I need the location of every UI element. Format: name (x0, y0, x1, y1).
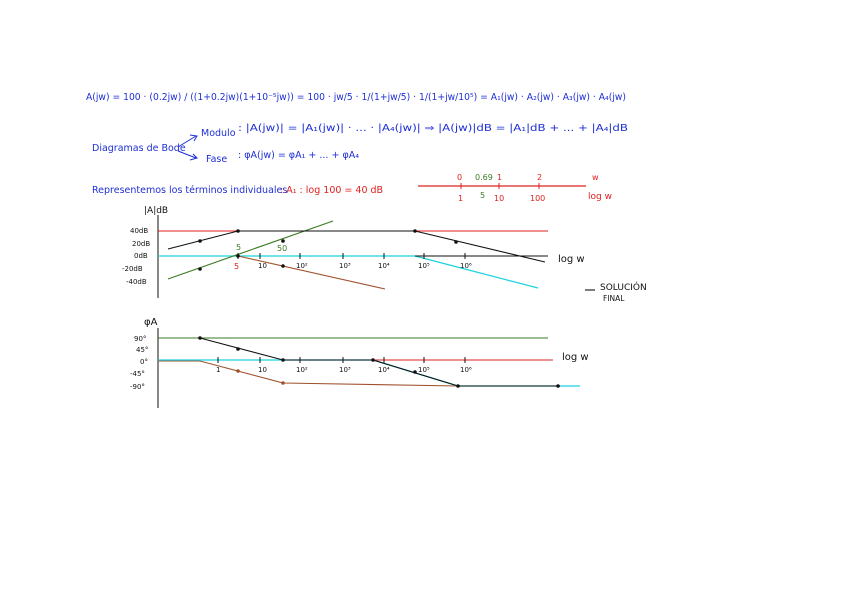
mag-point (454, 240, 458, 244)
phase-point (556, 384, 560, 388)
phase-y-m45: -45° (130, 370, 145, 378)
phase-black-total (199, 337, 560, 387)
bode-brace-arrows (177, 134, 198, 161)
phase-point (236, 347, 240, 351)
solution-note: SOLUCIÓN FINAL (585, 281, 647, 303)
magnitude-plot: |A|dB 40dB 20dB 0dB -20dB -40dB log w (122, 206, 585, 298)
phase-cyan-term (158, 359, 580, 387)
bode-diagrams-label: Diagramas de Bode (92, 143, 186, 154)
mag-point (281, 239, 285, 243)
phase-title: φA (144, 317, 158, 328)
phase-point (236, 369, 240, 373)
mag-x-5: 5 (234, 262, 239, 271)
solution-line2: FINAL (603, 294, 625, 303)
mag-annot-50: 50 (277, 244, 287, 253)
phase-y-45: 45° (136, 346, 148, 354)
mag-x-10e3: 10³ (339, 262, 351, 270)
log-top-2: 2 (537, 173, 542, 182)
mag-axis-label: log w (558, 254, 585, 265)
mag-brown-falling (237, 255, 386, 290)
phase-plot: φA 90° 45° 0° -45° -90° log w 1 (130, 317, 589, 408)
phase-x-10: 10 (258, 366, 267, 374)
mag-black-total (167, 230, 546, 263)
fase-expression: : φA(jw) = φA₁ + ... + φA₄ (238, 150, 359, 161)
mag-cyan-rolloff (414, 255, 539, 289)
phase-x-10e4: 10⁴ (378, 366, 390, 374)
phase-x-10e2: 10² (296, 366, 308, 374)
mag-x-10e2: 10² (296, 262, 308, 270)
fase-label: Fase (206, 154, 227, 165)
mag-y-20: 20dB (132, 240, 150, 248)
modulo-expression: : |A(jw)| = |A₁(jw)| · ... · |A₄(jw)| ⇒ … (238, 123, 628, 134)
magnitude-title: |A|dB (144, 206, 168, 216)
log-bottom-10: 10 (494, 194, 504, 203)
modulo-label: Modulo (201, 128, 236, 139)
mag-point (198, 267, 202, 271)
log-bottom-1: 1 (458, 194, 463, 203)
log-bottom-logw: log w (588, 192, 612, 202)
phase-y-m90: -90° (130, 383, 145, 391)
mag-point (236, 229, 240, 233)
transfer-function-formula: A(jw) = 100 · (0.2jw) / ((1+0.2jw)(1+10⁻… (86, 92, 626, 103)
log-bottom-100: 100 (530, 194, 545, 203)
phase-brown-term (158, 360, 459, 387)
mag-point (413, 229, 417, 233)
phase-point (456, 384, 460, 388)
phase-y-90: 90° (134, 335, 146, 343)
phase-point (198, 336, 202, 340)
phase-x-10e3: 10³ (339, 366, 351, 374)
phase-point (281, 381, 285, 385)
terms-note-red: : A₁ : log 100 = 40 dB (280, 185, 383, 196)
phase-x-10e5: 10⁵ (418, 366, 430, 374)
log-bottom-5: 5 (480, 191, 485, 200)
phase-x-10e6: 10⁶ (460, 366, 472, 374)
mag-y-m40: -40dB (126, 278, 147, 286)
mag-x-10e5: 10⁵ (418, 262, 430, 270)
mag-x-10e4: 10⁴ (378, 262, 390, 270)
mag-x-10e6: 10⁶ (460, 262, 472, 270)
log-top-w: w (592, 173, 599, 182)
mag-y-40: 40dB (130, 227, 148, 235)
terms-note: Representemos los términos individuales (92, 185, 287, 196)
solution-line1: SOLUCIÓN (600, 281, 647, 293)
log-top-069: 0.69 (475, 173, 493, 182)
mag-point (281, 264, 285, 268)
phase-x-1: 1 (216, 366, 220, 374)
mag-annot-5: 5 (236, 243, 241, 252)
phase-point (371, 358, 375, 362)
log-top-1: 1 (497, 173, 502, 182)
phase-point (281, 358, 285, 362)
mag-y-m20: -20dB (122, 265, 143, 273)
mag-point (198, 239, 202, 243)
phase-axis-label: log w (562, 352, 589, 363)
mag-green-rising (167, 220, 334, 280)
mag-x-10: 10 (258, 262, 267, 270)
mag-y-0: 0dB (134, 252, 148, 260)
phase-y-0: 0° (140, 358, 148, 366)
log-top-0: 0 (457, 173, 462, 182)
phase-point (413, 370, 417, 374)
log-axis-sketch: 0 0.69 1 2 w 1 5 10 100 log w (418, 173, 612, 203)
